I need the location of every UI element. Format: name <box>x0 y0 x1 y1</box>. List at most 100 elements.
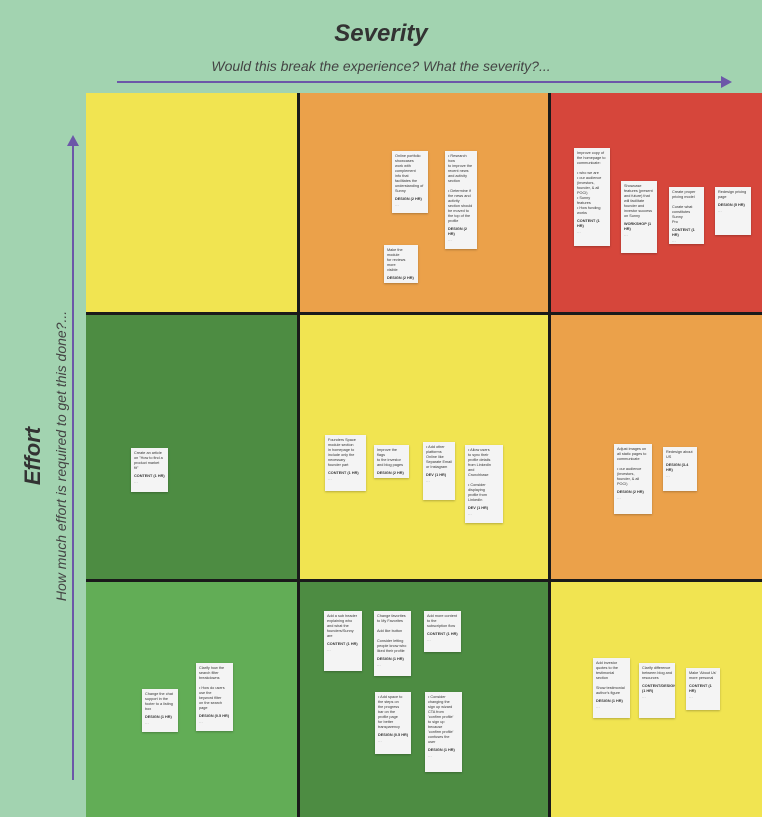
sticky-note[interactable]: Redesign pricing page DESIGN (5 HR) ··· <box>715 187 751 235</box>
note-estimate-tag: DEV (1 HR) <box>426 473 447 477</box>
note-estimate-tag: CONTENT (1 HR) <box>427 632 458 636</box>
note-text: Redesign about US <box>666 450 693 459</box>
sticky-note[interactable]: Adjust images on all static pages to com… <box>614 444 652 514</box>
note-menu-icon: ··· <box>145 722 149 726</box>
sticky-note[interactable]: Make the module for reviews more visible… <box>384 245 418 283</box>
sticky-note[interactable]: Add more content to the subscription flo… <box>424 611 461 652</box>
cell-medium-effort-medium-severity: Founders Space module section in homepag… <box>300 315 548 579</box>
note-text: • Consider changing the sign up wizard C… <box>428 695 454 744</box>
sticky-note[interactable]: Make 'About Us' more personal CONTENT (1 … <box>686 668 720 710</box>
note-text: Create proper pricing model Curate what … <box>672 190 696 224</box>
sticky-note[interactable]: Online portfolio showcases work with com… <box>392 151 428 213</box>
cell-high-effort-high-severity: Improve copy of the homepage to communic… <box>551 93 762 312</box>
note-text: Change favorites to My Favorites Add lik… <box>377 614 407 653</box>
cell-high-effort-low-severity <box>86 93 297 312</box>
severity-effort-matrix: Online portfolio showcases work with com… <box>86 93 762 817</box>
note-text: Create an article on "How to find a prod… <box>134 451 163 470</box>
cell-medium-effort-high-severity: Adjust images on all static pages to com… <box>551 315 762 579</box>
note-text: Add more content to the subscription flo… <box>427 614 457 628</box>
note-menu-icon: ··· <box>134 481 138 485</box>
note-menu-icon: ··· <box>327 649 331 653</box>
note-menu-icon: ··· <box>199 721 203 725</box>
sticky-note[interactable]: Clarify difference between blog and reso… <box>639 663 675 718</box>
note-estimate-tag: DESIGN (0.5 HR) <box>378 733 408 737</box>
note-text: • Add other platforms Online like Separa… <box>426 445 452 469</box>
sticky-note[interactable]: • Consider changing the sign up wizard C… <box>425 692 462 772</box>
sticky-note[interactable]: Create proper pricing model Curate what … <box>669 187 704 244</box>
note-estimate-tag: DESIGN (2 HR) <box>387 276 414 280</box>
note-text: Clarify difference between blog and reso… <box>642 666 672 680</box>
sticky-note[interactable]: Founders Space module section in homepag… <box>325 435 366 491</box>
note-estimate-tag: CONTENT (1 HR) <box>672 228 695 237</box>
note-menu-icon: ··· <box>377 664 381 668</box>
note-text: Redesign pricing page <box>718 190 747 199</box>
note-estimate-tag: CONTENT (1 HR) <box>134 474 165 478</box>
note-estimate-tag: CONTENT (1 HR) <box>328 471 359 475</box>
note-menu-icon: ··· <box>328 478 332 482</box>
y-axis-title: Effort <box>20 426 45 486</box>
note-estimate-tag: CONTENT (1 HR) <box>577 219 600 228</box>
sticky-note[interactable]: • Allow users to sync their profile deta… <box>465 445 503 523</box>
cell-low-effort-high-severity: Add investor quotes to the testimonial s… <box>551 582 762 817</box>
sticky-note[interactable]: Change favorites to My Favorites Add lik… <box>374 611 411 676</box>
cell-low-effort-medium-severity: Add a sub header explaining who and what… <box>300 582 548 817</box>
sticky-note[interactable]: • Research how to improve the recent new… <box>445 151 477 249</box>
sticky-note[interactable]: Add a sub header explaining who and what… <box>324 611 362 671</box>
note-menu-icon: ··· <box>642 696 646 700</box>
note-estimate-tag: DESIGN (1 HR) <box>145 715 172 719</box>
note-text: • Allow users to sync their profile deta… <box>468 448 492 502</box>
note-text: Improve the flags to the investor and bl… <box>377 448 403 467</box>
note-estimate-tag: WORKSHOP (1 HR) <box>624 222 652 231</box>
note-text: Make 'About Us' more personal <box>689 671 717 680</box>
note-estimate-tag: DESIGN (2 HR) <box>617 490 644 494</box>
note-text: Online portfolio showcases work with com… <box>395 154 424 193</box>
note-menu-icon: ··· <box>689 696 693 700</box>
x-axis-title: Severity <box>334 20 428 47</box>
note-text: Founders Space module section in homepag… <box>328 438 356 467</box>
note-estimate-tag: CONTENT/DESIGN (1 HR) <box>642 684 675 693</box>
note-menu-icon: ··· <box>395 204 399 208</box>
cell-medium-effort-low-severity: Create an article on "How to find a prod… <box>86 315 297 579</box>
cell-high-effort-medium-severity: Online portfolio showcases work with com… <box>300 93 548 312</box>
note-estimate-tag: DESIGN (2 HR) <box>377 471 404 475</box>
sticky-note[interactable]: Improve copy of the homepage to communic… <box>574 148 610 246</box>
sticky-note[interactable]: Add investor quotes to the testimonial s… <box>593 658 630 718</box>
sticky-note[interactable]: Redesign about US DESIGN (3-4 HR) ··· <box>663 447 697 491</box>
note-menu-icon: ··· <box>624 234 628 238</box>
note-estimate-tag: DESIGN (2 HR) <box>395 197 422 201</box>
note-estimate-tag: DESIGN (5 HR) <box>718 203 745 207</box>
note-menu-icon: ··· <box>666 475 670 479</box>
note-text: • Research how to improve the recent new… <box>448 154 473 223</box>
note-menu-icon: ··· <box>428 755 432 759</box>
note-menu-icon: ··· <box>448 239 452 243</box>
note-menu-icon: ··· <box>718 210 722 214</box>
note-menu-icon: ··· <box>577 231 581 235</box>
y-axis-subtitle: How much effort is required to get this … <box>53 310 69 602</box>
sticky-note[interactable]: Create an article on "How to find a prod… <box>131 448 168 492</box>
sticky-note[interactable]: • Add other platforms Online like Separa… <box>423 442 455 500</box>
note-text: Make the module for reviews more visible <box>387 248 406 272</box>
note-menu-icon: ··· <box>617 497 621 501</box>
note-text: Clarify how the search filter breakdowns… <box>199 666 225 710</box>
note-estimate-tag: CONTENT (1 HR) <box>689 684 712 693</box>
note-estimate-tag: DESIGN (1 HR) <box>596 699 623 703</box>
x-axis-arrow <box>117 76 732 88</box>
note-text: Change the chat support in the footer to… <box>145 692 173 711</box>
note-estimate-tag: CONTENT (1 HR) <box>327 642 358 646</box>
note-menu-icon: ··· <box>672 240 676 244</box>
y-axis-arrow <box>67 135 79 780</box>
note-estimate-tag: DESIGN (3-4 HR) <box>666 463 689 472</box>
sticky-note[interactable]: • Add space to the steps on the progress… <box>375 692 411 754</box>
cell-low-effort-low-severity: Change the chat support in the footer to… <box>86 582 297 817</box>
sticky-note[interactable]: Improve the flags to the investor and bl… <box>374 445 409 478</box>
note-menu-icon: ··· <box>596 706 600 710</box>
note-text: Adjust images on all static pages to com… <box>617 447 647 486</box>
note-estimate-tag: DESIGN (1 HR) <box>377 657 404 661</box>
sticky-note[interactable]: Change the chat support in the footer to… <box>142 689 178 732</box>
sticky-note[interactable]: Clarify how the search filter breakdowns… <box>196 663 233 731</box>
note-estimate-tag: DESIGN (2 HR) <box>448 227 467 236</box>
sticky-note[interactable]: Showcase features (present and future) t… <box>621 181 657 253</box>
note-estimate-tag: DESIGN (1 HR) <box>428 748 455 752</box>
x-axis-subtitle: Would this break the experience? What th… <box>211 58 551 74</box>
note-menu-icon: ··· <box>378 740 382 744</box>
